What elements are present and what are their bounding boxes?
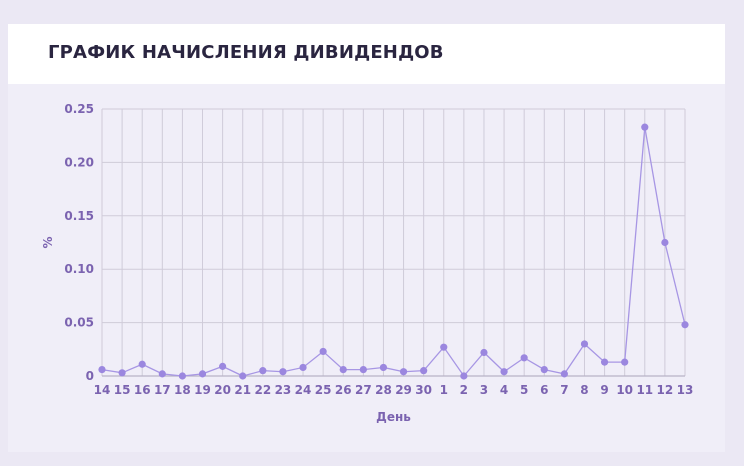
y-tick-label: 0.15 bbox=[64, 209, 94, 223]
x-tick-label: 27 bbox=[355, 383, 372, 397]
y-tick-label: 0.25 bbox=[64, 102, 94, 116]
y-tick-label: 0.05 bbox=[64, 316, 94, 330]
data-point bbox=[239, 372, 247, 380]
data-point bbox=[661, 238, 669, 247]
series-line bbox=[101, 127, 686, 378]
x-tick-label: 11 bbox=[636, 383, 653, 397]
x-tick-label: 10 bbox=[616, 383, 633, 397]
data-point bbox=[440, 343, 448, 351]
data-point bbox=[118, 369, 126, 377]
y-tick-label: 0.20 bbox=[64, 155, 94, 169]
chart-header: ГРАФИК НАЧИСЛЕНИЯ ДИВИДЕНДОВ bbox=[8, 24, 725, 84]
x-tick-label: 28 bbox=[375, 383, 392, 397]
page-title: ГРАФИК НАЧИСЛЕНИЯ ДИВИДЕНДОВ bbox=[48, 42, 444, 63]
x-tick-label: 16 bbox=[134, 383, 151, 397]
y-axis-title: % bbox=[41, 236, 55, 248]
x-tick-label: 22 bbox=[254, 383, 271, 397]
data-point bbox=[158, 370, 166, 378]
data-point bbox=[299, 363, 307, 372]
data-point bbox=[219, 362, 227, 370]
x-tick-label: 24 bbox=[295, 383, 312, 397]
data-point bbox=[641, 123, 649, 131]
x-axis-title: День bbox=[376, 410, 411, 424]
x-tick-label: 3 bbox=[480, 383, 488, 397]
data-point bbox=[540, 365, 548, 374]
x-tick-label: 23 bbox=[275, 383, 292, 397]
x-tick-label: 7 bbox=[560, 383, 568, 397]
data-point bbox=[500, 368, 508, 376]
x-tick-label: 2 bbox=[460, 383, 468, 397]
x-tick-label: 30 bbox=[415, 383, 432, 397]
x-tick-label: 1 bbox=[440, 383, 448, 397]
data-point bbox=[520, 354, 528, 362]
x-tick-label: 14 bbox=[94, 383, 111, 397]
data-point bbox=[198, 370, 207, 378]
y-tick-label: 0 bbox=[86, 369, 94, 383]
data-point bbox=[319, 347, 327, 356]
x-tick-label: 18 bbox=[174, 383, 191, 397]
x-tick-label: 21 bbox=[234, 383, 251, 397]
x-tick-label: 15 bbox=[114, 383, 131, 397]
x-tick-label: 9 bbox=[600, 383, 608, 397]
x-tick-label: 12 bbox=[657, 383, 674, 397]
chart-panel: 0 0.05 0.10 0.15 0.20 0.25 14 15 16 17 18 19 20 21 22 2… bbox=[8, 84, 725, 452]
data-point bbox=[339, 365, 347, 374]
data-point bbox=[621, 358, 629, 366]
data-point bbox=[681, 321, 689, 329]
x-tick-label: 13 bbox=[677, 383, 694, 397]
data-point bbox=[178, 372, 187, 380]
x-tick-label: 4 bbox=[500, 383, 508, 397]
x-tick-label: 20 bbox=[214, 383, 231, 397]
data-point bbox=[600, 358, 609, 366]
x-tick-label: 6 bbox=[540, 383, 548, 397]
data-point bbox=[379, 363, 388, 372]
data-point bbox=[580, 340, 589, 348]
data-point bbox=[480, 348, 488, 357]
x-tick-label: 29 bbox=[395, 383, 412, 397]
data-point bbox=[460, 372, 468, 380]
x-tick-label: 17 bbox=[154, 383, 171, 397]
data-point bbox=[420, 367, 428, 375]
x-tick-label: 25 bbox=[315, 383, 332, 397]
data-point bbox=[560, 370, 568, 378]
x-tick-label: 26 bbox=[335, 383, 352, 397]
data-point bbox=[98, 365, 106, 374]
data-point bbox=[259, 367, 267, 375]
data-point bbox=[359, 365, 367, 374]
x-tick-label: 5 bbox=[520, 383, 528, 397]
data-point bbox=[279, 368, 287, 376]
y-tick-label: 0.10 bbox=[64, 262, 94, 276]
x-tick-label: 19 bbox=[194, 383, 211, 397]
x-tick-label: 8 bbox=[580, 383, 588, 397]
data-point bbox=[399, 368, 408, 376]
data-point bbox=[138, 360, 146, 368]
